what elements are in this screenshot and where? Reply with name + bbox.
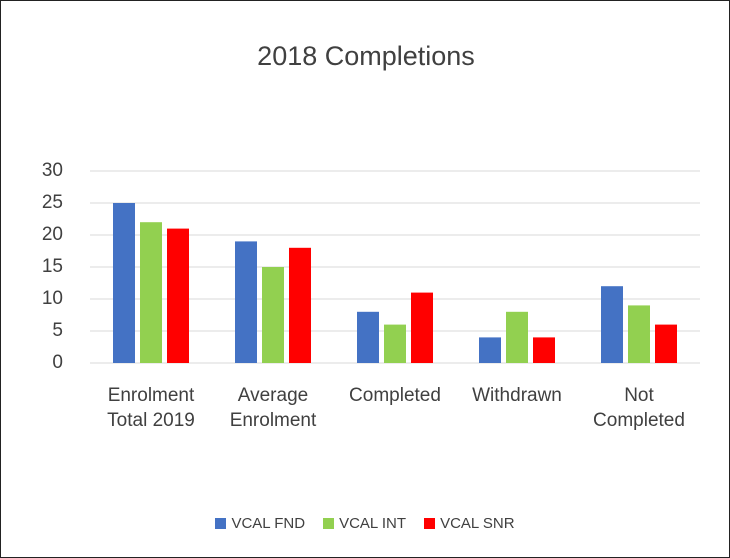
legend-item: VCAL FND [215, 515, 305, 532]
bar [262, 267, 284, 363]
legend-swatch [215, 518, 227, 529]
bar [411, 292, 433, 363]
x-tick-label: Withdrawn [472, 385, 562, 406]
x-tick-label: Enrolment Total 2019 [107, 385, 195, 431]
bar [506, 311, 528, 363]
bar [235, 241, 257, 363]
bar [384, 324, 406, 363]
y-tick-label: 20 [42, 224, 63, 245]
bar [357, 311, 379, 363]
bar [113, 203, 135, 363]
x-tick-label: Completed [349, 385, 441, 406]
x-tick-label: Not Completed [593, 385, 685, 431]
legend-label: VCAL FND [231, 515, 306, 532]
y-tick-label: 30 [42, 160, 63, 181]
bar [140, 222, 162, 363]
y-tick-label: 10 [42, 288, 63, 309]
legend-item: VCAL INT [323, 515, 406, 532]
bar [479, 337, 501, 363]
legend-label: VCAL INT [339, 515, 407, 532]
legend-swatch [424, 518, 436, 529]
bar [289, 247, 311, 363]
bar [167, 228, 189, 363]
legend-item: VCAL SNR [424, 515, 515, 532]
legend: VCAL FND VCAL INT VCAL SNR [1, 515, 729, 532]
bar [533, 337, 555, 363]
y-tick-label: 15 [42, 256, 63, 277]
chart-title: 2018 Completions [257, 41, 475, 71]
y-tick-label: 25 [42, 192, 63, 213]
legend-label: VCAL SNR [440, 515, 515, 532]
y-tick-label: 5 [52, 320, 63, 341]
bar [628, 305, 650, 363]
bar [655, 324, 677, 363]
bar [601, 286, 623, 363]
x-tick-label: Average Enrolment [229, 385, 317, 431]
legend-swatch [323, 518, 335, 529]
y-tick-label: 0 [52, 352, 63, 373]
